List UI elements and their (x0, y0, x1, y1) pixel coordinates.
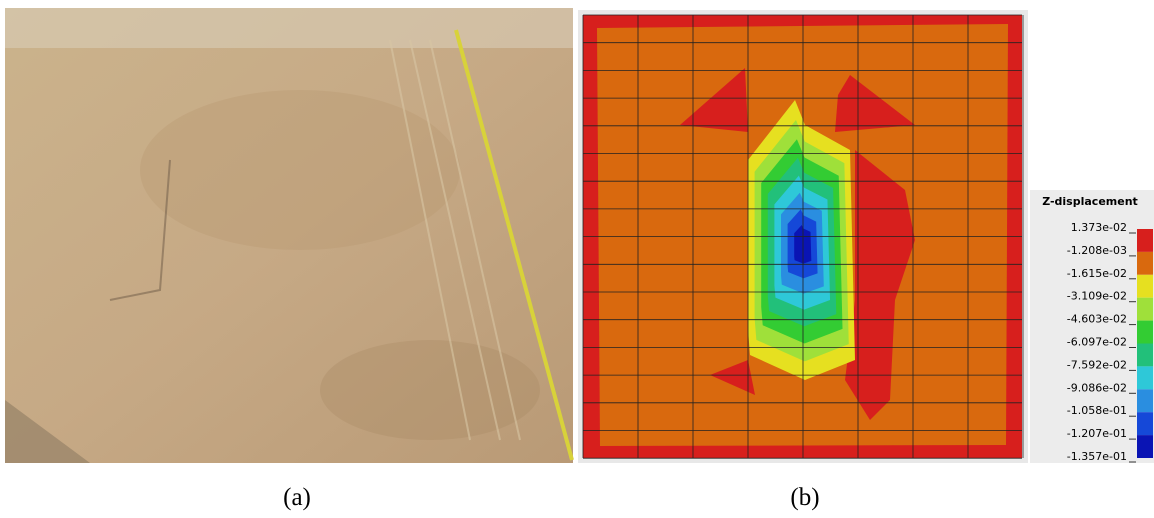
color-swatch (1137, 297, 1153, 321)
legend-label: -7.592e-02 (1067, 358, 1127, 371)
legend-label: -4.603e-02 (1067, 313, 1127, 326)
legend-label: -6.097e-02 (1067, 336, 1127, 349)
caption: (a) (283, 484, 311, 511)
legend-label: -3.109e-02 (1067, 290, 1127, 303)
legend-title: Z-displacement (1042, 195, 1138, 208)
legend-label: -1.615e-02 (1067, 267, 1127, 280)
color-swatch (1137, 343, 1153, 367)
color-swatch (1137, 435, 1153, 458)
legend-label: -1.208e-03 (1067, 244, 1127, 257)
color-swatch (1137, 412, 1153, 436)
caption: (b) (790, 484, 819, 511)
color-swatch (1137, 251, 1153, 275)
photo (5, 8, 574, 463)
legend-label: -9.086e-02 (1067, 381, 1127, 394)
color-swatch (1137, 274, 1153, 298)
legend-label: -1.058e-01 (1067, 404, 1127, 417)
color-swatch (1137, 389, 1153, 413)
color-swatch (1137, 366, 1153, 390)
color-swatch (1137, 229, 1153, 252)
contour-plot (578, 10, 1028, 463)
legend: Z-displacement 1.373e-02 -1.208e-03 -1.615… (1030, 190, 1154, 463)
legend-label: -1.207e-01 (1067, 427, 1127, 440)
color-swatch (1137, 320, 1153, 344)
legend-label: 1.373e-02 (1071, 221, 1127, 234)
legend-label: -1.357e-01 (1067, 450, 1127, 463)
